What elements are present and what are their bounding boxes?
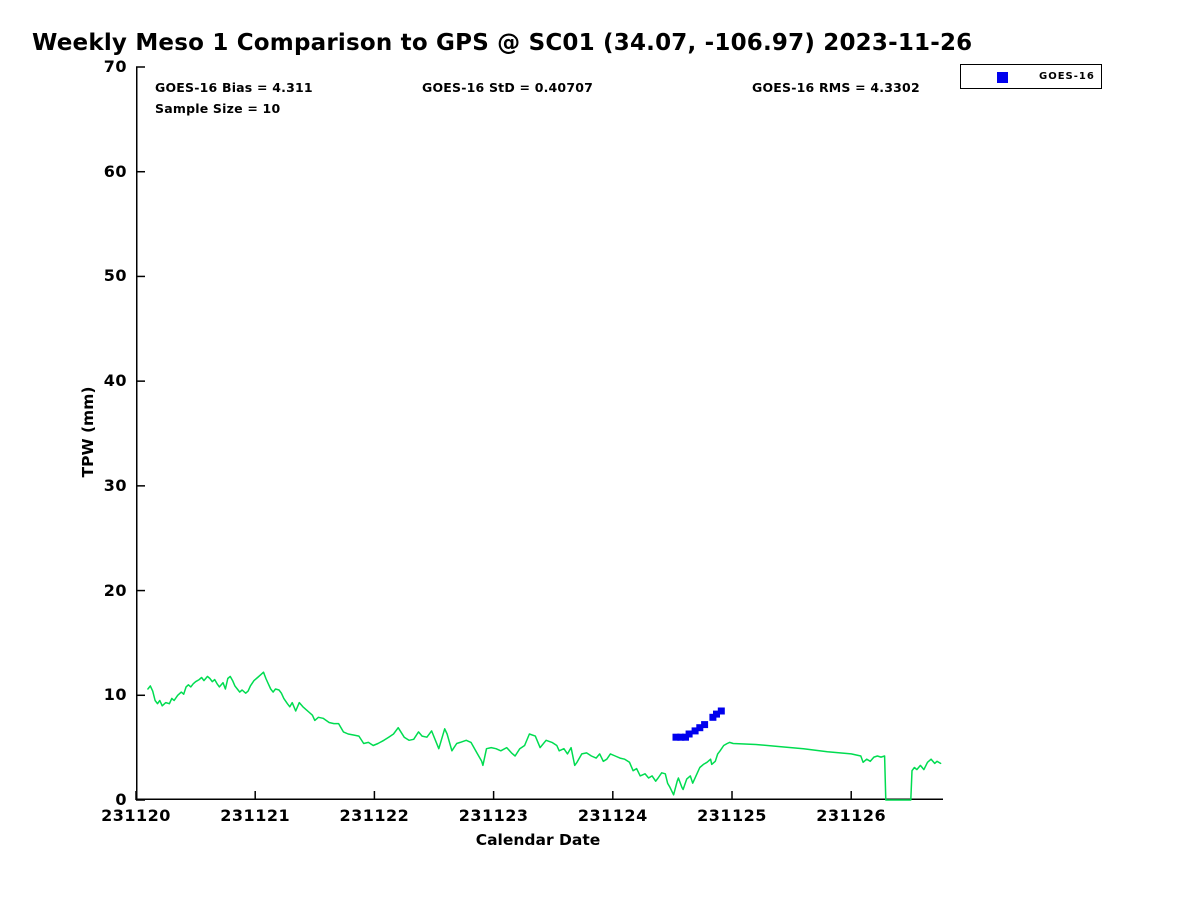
x-tick-label: 231124: [577, 806, 648, 825]
y-tick-label: 70: [103, 57, 127, 76]
y-tick-label: 30: [103, 475, 127, 495]
goes16-marker: [677, 733, 685, 741]
chart-title: Weekly Meso 1 Comparison to GPS @ SC01 (…: [32, 30, 973, 56]
goes16-marker: [672, 733, 680, 741]
y-tick-label: 60: [103, 161, 127, 181]
goes16-marker: [713, 710, 720, 718]
y-axis-label: TPW (mm): [79, 386, 97, 478]
y-tick-label: 50: [103, 266, 127, 286]
plot-area: [135, 66, 943, 801]
stat-goes16-std: GOES-16 StD = 0.40707: [422, 80, 594, 95]
x-tick-label: 231123: [458, 806, 529, 825]
legend-goes16-square-icon: [997, 72, 1008, 83]
x-tick-label: 231125: [697, 806, 767, 825]
stat-sample-size: Sample Size = 10: [155, 101, 281, 116]
x-tick-label: 231120: [101, 806, 171, 825]
y-tick-label: 40: [103, 371, 127, 391]
goes16-marker: [717, 707, 725, 715]
legend-box: GOES-16: [960, 64, 1102, 89]
gps-line: [147, 671, 942, 801]
x-axis-label: Calendar Date: [475, 831, 601, 849]
y-tick-label: 10: [103, 685, 127, 705]
y-tick-label: 20: [103, 580, 127, 600]
stat-goes16-rms: GOES-16 RMS = 4.3302: [752, 80, 920, 95]
goes16-marker: [696, 724, 704, 732]
goes16-marker: [685, 730, 693, 738]
y-tick-label: 0: [115, 790, 127, 809]
x-tick-label: 231126: [816, 806, 887, 825]
x-tick-label: 231122: [339, 806, 410, 825]
goes16-marker: [691, 727, 699, 735]
stat-goes16-bias: GOES-16 Bias = 4.311: [155, 80, 313, 95]
goes16-marker: [682, 733, 689, 741]
goes16-marker: [709, 713, 717, 721]
plot-canvas: [135, 66, 943, 801]
legend-goes16-label: GOES-16: [1039, 71, 1095, 82]
x-tick-label: 231121: [220, 806, 291, 825]
goes16-marker: [701, 721, 709, 729]
